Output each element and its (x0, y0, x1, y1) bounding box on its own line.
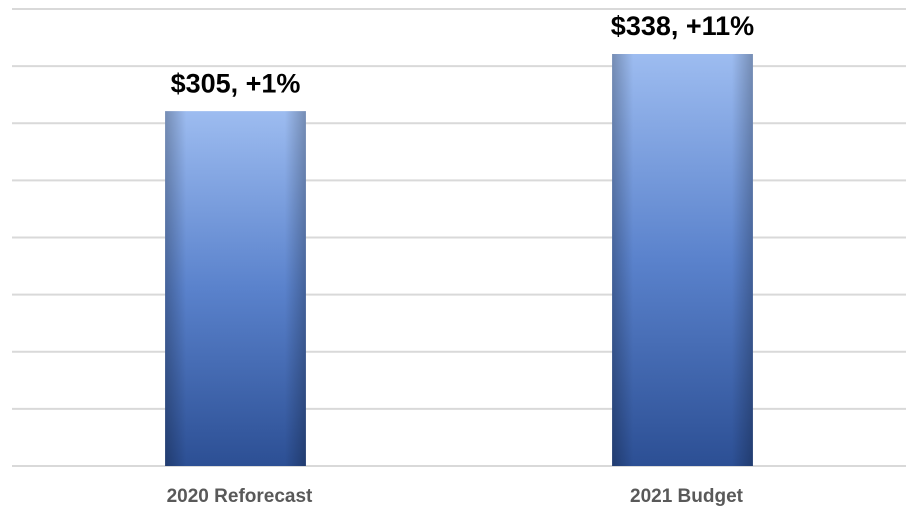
x-tick-label: 2020 Reforecast (167, 486, 313, 507)
bar-shade (165, 111, 306, 467)
grid (12, 8, 906, 467)
bars: 2020 Reforecast $305, +1% 2021 Budget $338,… (165, 11, 754, 507)
x-tick-label: 2021 Budget (630, 486, 744, 507)
data-label: $305, +1% (171, 68, 301, 98)
data-label: $338, +11% (611, 11, 754, 41)
bar-shade (612, 54, 753, 467)
